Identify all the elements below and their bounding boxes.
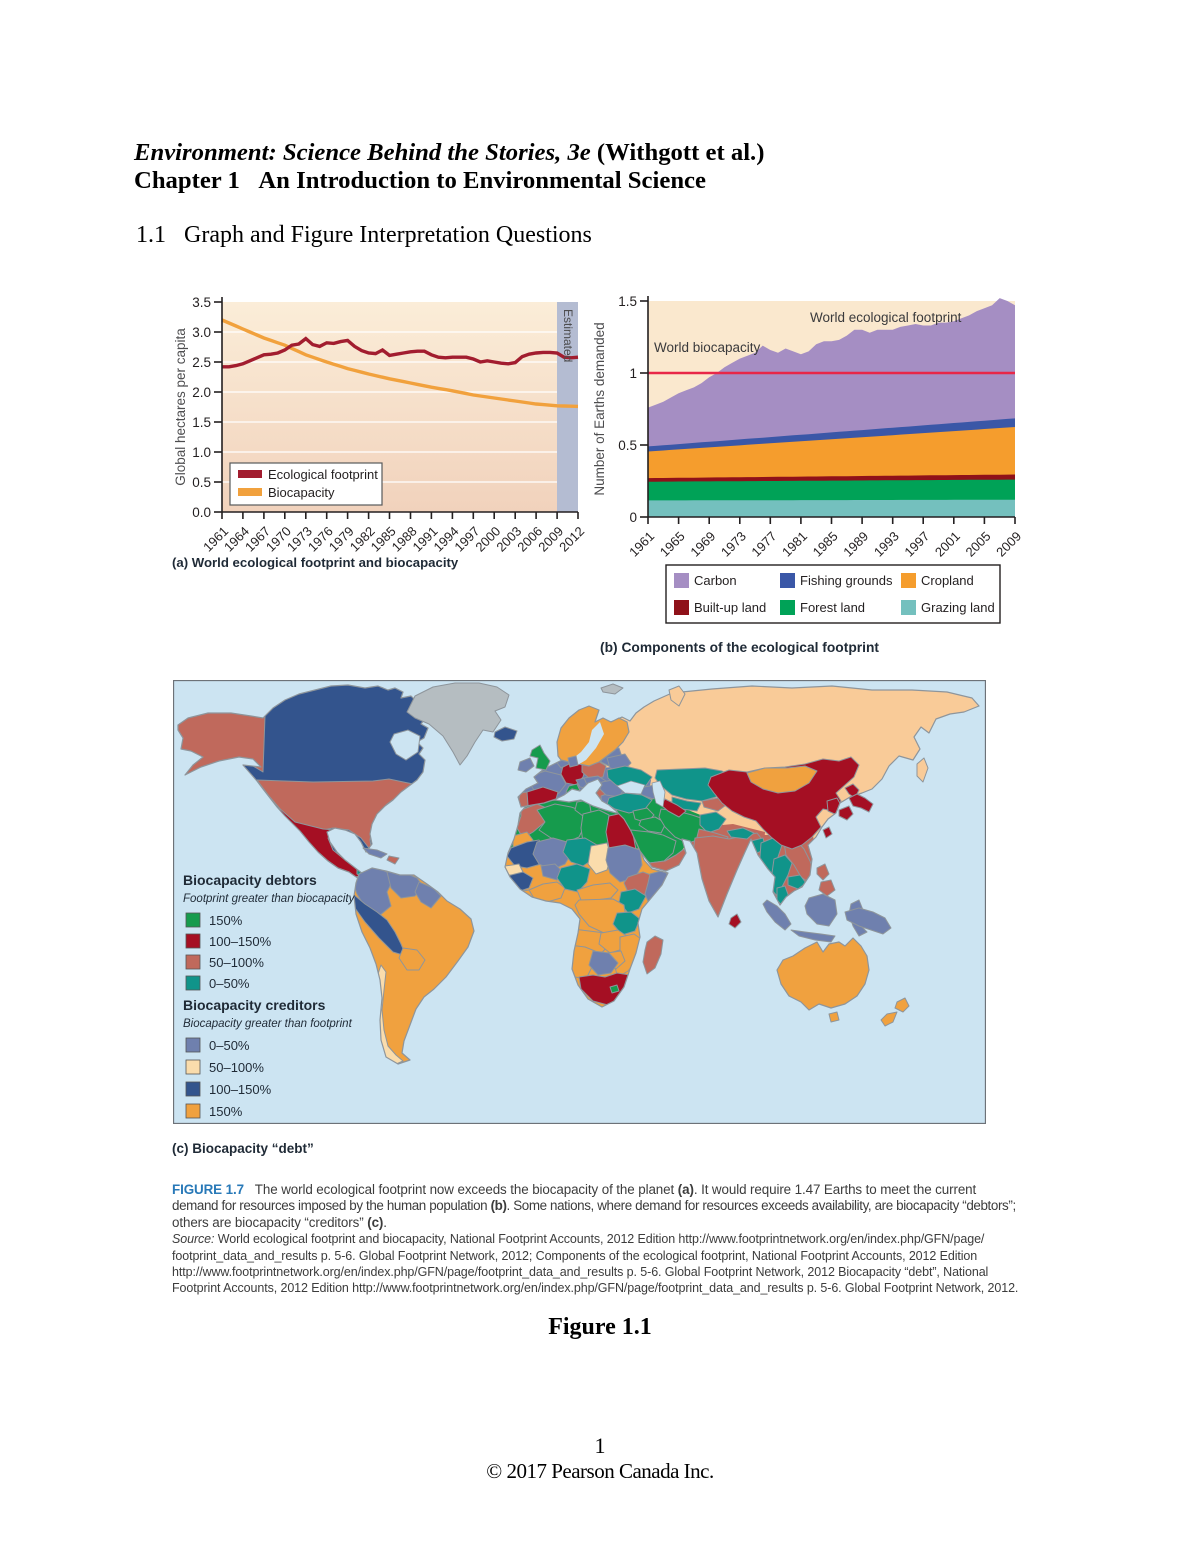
svg-text:Footprint greater than biocapa: Footprint greater than biocapacity: [183, 893, 356, 905]
svg-text:0.0: 0.0: [192, 505, 211, 520]
svg-text:150%: 150%: [209, 1104, 243, 1119]
svg-text:1997: 1997: [901, 529, 932, 560]
svg-text:(b) Components of the ecologic: (b) Components of the ecological footpri…: [600, 640, 879, 655]
svg-text:Biocapacity: Biocapacity: [268, 485, 335, 500]
svg-text:1981: 1981: [779, 529, 810, 560]
svg-text:Carbon: Carbon: [694, 573, 737, 588]
svg-text:1989: 1989: [840, 529, 871, 560]
svg-text:Ecological footprint: Ecological footprint: [268, 467, 378, 482]
svg-text:Number of Earths demanded: Number of Earths demanded: [592, 322, 607, 495]
svg-text:50–100%: 50–100%: [209, 1060, 264, 1075]
svg-text:1985: 1985: [810, 529, 841, 560]
svg-text:2.5: 2.5: [192, 355, 211, 370]
svg-text:50–100%: 50–100%: [209, 955, 264, 970]
svg-text:2001: 2001: [932, 529, 963, 560]
svg-text:1969: 1969: [687, 529, 718, 560]
svg-text:2009: 2009: [993, 529, 1024, 560]
svg-text:Forest land: Forest land: [800, 600, 865, 615]
svg-text:World ecological footprint: World ecological footprint: [810, 310, 962, 325]
svg-text:1973: 1973: [718, 529, 749, 560]
svg-text:0–50%: 0–50%: [209, 1038, 250, 1053]
svg-text:Biocapacity greater than footp: Biocapacity greater than footprint: [183, 1018, 353, 1030]
svg-text:3.0: 3.0: [192, 325, 211, 340]
svg-text:Grazing land: Grazing land: [921, 600, 995, 615]
svg-text:0: 0: [629, 510, 637, 525]
svg-text:Biocapacity creditors: Biocapacity creditors: [183, 997, 326, 1013]
svg-text:2012: 2012: [556, 524, 587, 555]
svg-text:150%: 150%: [209, 913, 243, 928]
svg-text:1: 1: [629, 366, 637, 381]
svg-text:1.5: 1.5: [192, 415, 211, 430]
svg-text:0.5: 0.5: [618, 438, 637, 453]
svg-text:3.5: 3.5: [192, 295, 211, 310]
svg-text:1977: 1977: [748, 529, 779, 560]
svg-text:1965: 1965: [657, 529, 688, 560]
svg-text:100–150%: 100–150%: [209, 934, 272, 949]
svg-text:2005: 2005: [963, 529, 994, 560]
svg-text:0–50%: 0–50%: [209, 976, 250, 991]
svg-text:1993: 1993: [871, 529, 902, 560]
svg-text:Built-up land: Built-up land: [694, 600, 766, 615]
svg-text:1.0: 1.0: [192, 445, 211, 460]
svg-text:2.0: 2.0: [192, 385, 211, 400]
svg-text:1961: 1961: [626, 529, 657, 560]
svg-text:Estimated: Estimated: [561, 309, 575, 362]
svg-text:0.5: 0.5: [192, 475, 211, 490]
svg-text:(a) World ecological footprint: (a) World ecological footprint and bioca…: [172, 555, 459, 570]
svg-text:Global hectares per capita: Global hectares per capita: [173, 328, 188, 486]
svg-text:Fishing grounds: Fishing grounds: [800, 573, 893, 588]
svg-text:Cropland: Cropland: [921, 573, 974, 588]
svg-text:1.5: 1.5: [618, 294, 637, 309]
svg-text:World biocapacity: World biocapacity: [654, 340, 761, 355]
svg-text:Biocapacity debtors: Biocapacity debtors: [183, 872, 317, 888]
svg-text:100–150%: 100–150%: [209, 1082, 272, 1097]
